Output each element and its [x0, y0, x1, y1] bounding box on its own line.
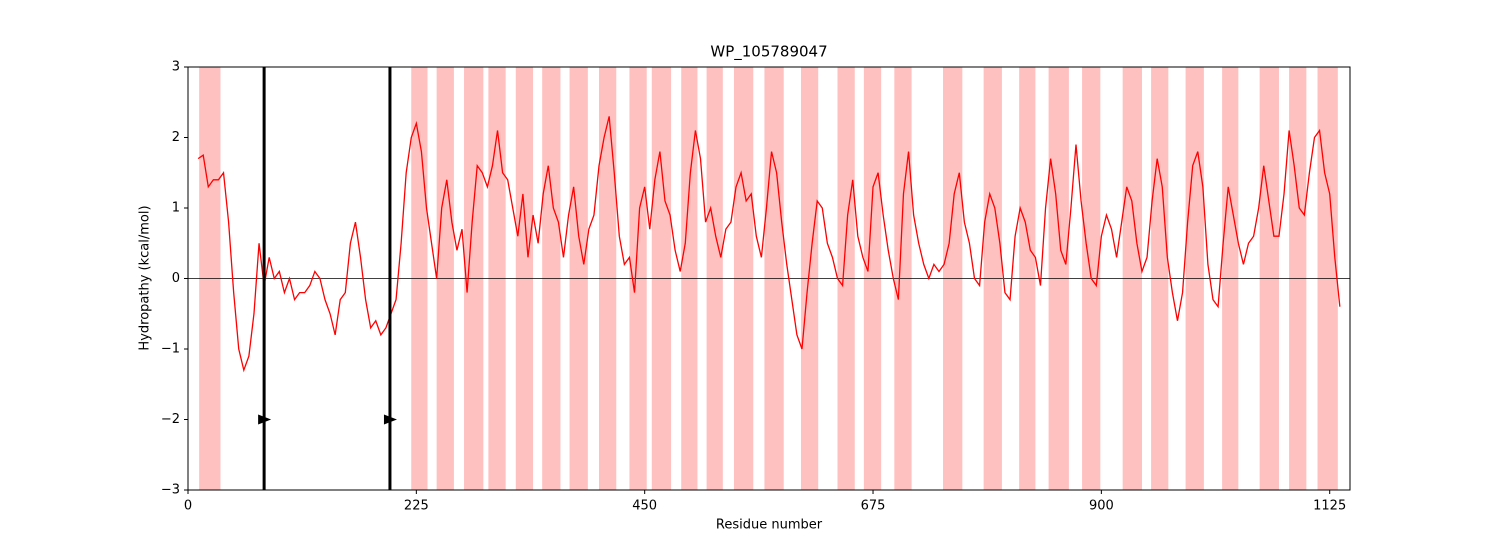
chart-title: WP_105789047: [710, 43, 827, 62]
y-tick-label: 1: [172, 201, 180, 216]
arrow-marker: [258, 414, 272, 425]
x-tick-label: 675: [861, 499, 886, 514]
x-tick-label: 900: [1089, 499, 1114, 514]
y-tick-label: 2: [172, 130, 180, 145]
x-tick-label: 450: [632, 499, 657, 514]
y-tick-label: −3: [161, 483, 180, 498]
y-tick-label: −1: [161, 342, 180, 357]
x-tick-label: 225: [404, 499, 429, 514]
y-tick-label: 0: [172, 271, 180, 286]
x-tick-label: 1125: [1313, 499, 1346, 514]
hydropathy-line: [197, 116, 1341, 373]
y-axis-label: Hydropathy (kcal/mol): [138, 205, 153, 350]
y-tick-label: −2: [161, 412, 180, 427]
arrow-marker: [383, 414, 397, 425]
x-tick-label: 0: [184, 499, 192, 514]
x-axis-label: Residue number: [716, 518, 823, 533]
y-tick-label: 3: [172, 60, 180, 75]
